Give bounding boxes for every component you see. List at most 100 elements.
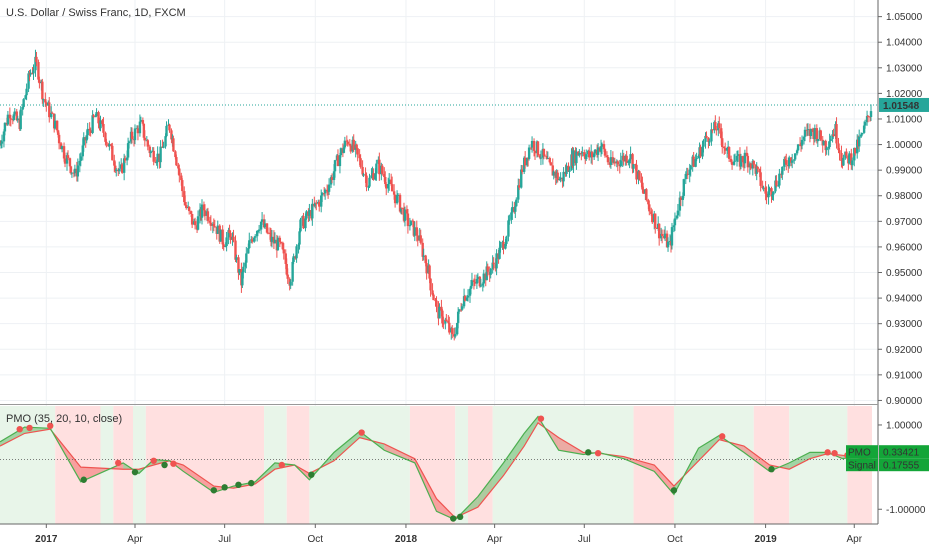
candle-body bbox=[125, 157, 129, 161]
candle-body bbox=[723, 148, 727, 151]
candle-body bbox=[704, 135, 707, 142]
candle-body bbox=[827, 146, 830, 148]
candle-body bbox=[720, 128, 723, 139]
candle-body bbox=[632, 164, 635, 169]
cross-marker bbox=[235, 481, 242, 489]
candle-body bbox=[596, 147, 600, 155]
candle-body bbox=[705, 135, 708, 138]
candle-body bbox=[387, 184, 390, 189]
candle-body bbox=[286, 274, 289, 279]
candle-body bbox=[622, 155, 625, 162]
candle-body bbox=[697, 155, 700, 158]
candle-body bbox=[325, 189, 329, 192]
cross-marker bbox=[768, 466, 775, 473]
candle-body bbox=[91, 115, 94, 133]
candle-body bbox=[752, 160, 755, 165]
candle-body bbox=[602, 144, 606, 150]
pmo-line bbox=[0, 415, 873, 521]
candle-body bbox=[764, 187, 767, 194]
candle-body bbox=[548, 158, 552, 163]
candle-body bbox=[813, 128, 817, 139]
candle-body bbox=[53, 120, 57, 129]
candle-body bbox=[3, 122, 7, 132]
candle-body bbox=[238, 269, 241, 273]
candle-body bbox=[97, 112, 100, 124]
candle-body bbox=[798, 144, 802, 146]
candle-body bbox=[511, 207, 514, 213]
price-tick-label: 1.02000 bbox=[886, 89, 923, 100]
candle-body bbox=[428, 265, 431, 279]
candle-body bbox=[733, 160, 737, 162]
time-tick-label: Jul bbox=[578, 534, 591, 545]
candle-body bbox=[473, 281, 477, 284]
candle-body bbox=[339, 148, 343, 156]
pmo-fill bbox=[334, 431, 360, 461]
candle-body bbox=[2, 131, 6, 142]
candle-body bbox=[678, 197, 682, 211]
candle-body bbox=[60, 146, 64, 150]
candle-body bbox=[491, 262, 494, 269]
candle-body bbox=[659, 233, 663, 239]
candle-body bbox=[525, 157, 529, 166]
candle-body bbox=[65, 155, 69, 164]
candle-body bbox=[276, 237, 280, 251]
cross-marker bbox=[670, 487, 678, 494]
candle-body bbox=[613, 161, 617, 164]
candle-body bbox=[170, 130, 173, 140]
candle-body bbox=[723, 147, 726, 149]
candle-body bbox=[253, 237, 256, 242]
candle-body bbox=[346, 141, 350, 144]
candle-body bbox=[421, 242, 424, 257]
candle-body bbox=[559, 177, 562, 179]
candle-body bbox=[395, 195, 399, 204]
candle-body bbox=[592, 153, 596, 158]
candle-body bbox=[114, 165, 117, 171]
candle-body bbox=[322, 193, 326, 195]
candle-body bbox=[359, 158, 362, 167]
candle-body bbox=[585, 154, 588, 160]
candle-body bbox=[227, 230, 230, 238]
candle-body bbox=[45, 102, 48, 106]
cross-marker bbox=[831, 450, 838, 457]
series-name-badge bbox=[846, 458, 878, 472]
time-tick-label: Oct bbox=[667, 534, 683, 545]
candle-body bbox=[527, 147, 531, 159]
candle-body bbox=[425, 263, 428, 274]
candle-body bbox=[515, 199, 518, 207]
candle-body bbox=[656, 228, 659, 230]
candle-body bbox=[13, 111, 16, 115]
candle-body bbox=[342, 147, 346, 153]
cross-marker bbox=[308, 471, 315, 478]
candle-body bbox=[68, 158, 72, 167]
candle-body bbox=[175, 157, 178, 166]
candle-body bbox=[695, 157, 698, 160]
candle-body bbox=[56, 130, 60, 135]
candle-body bbox=[295, 246, 298, 259]
candle-body bbox=[790, 160, 794, 163]
candle-body bbox=[185, 205, 188, 208]
candle-body bbox=[37, 62, 40, 80]
candle-body bbox=[416, 235, 419, 241]
candle-body bbox=[699, 147, 702, 157]
candle-body bbox=[743, 152, 747, 164]
time-tick-label: Jul bbox=[218, 534, 231, 545]
candle-body bbox=[868, 116, 872, 118]
candle-body bbox=[838, 150, 841, 153]
candle-body bbox=[392, 191, 396, 195]
chart-title: U.S. Dollar / Swiss Franc, 1D, FXCM bbox=[6, 7, 186, 19]
candle-body bbox=[63, 158, 67, 164]
candle-body bbox=[508, 219, 511, 221]
series-value-badge bbox=[879, 445, 929, 459]
candle-body bbox=[190, 213, 194, 225]
candle-body bbox=[108, 144, 111, 147]
candle-body bbox=[102, 123, 105, 133]
candle-body bbox=[758, 168, 761, 173]
time-tick-label: 2018 bbox=[395, 534, 418, 545]
candle-body bbox=[442, 323, 445, 325]
pmo-fill bbox=[503, 433, 525, 476]
candle-body bbox=[299, 219, 302, 232]
candle-body bbox=[235, 257, 238, 260]
candle-body bbox=[631, 154, 634, 169]
candle-body bbox=[200, 204, 204, 218]
